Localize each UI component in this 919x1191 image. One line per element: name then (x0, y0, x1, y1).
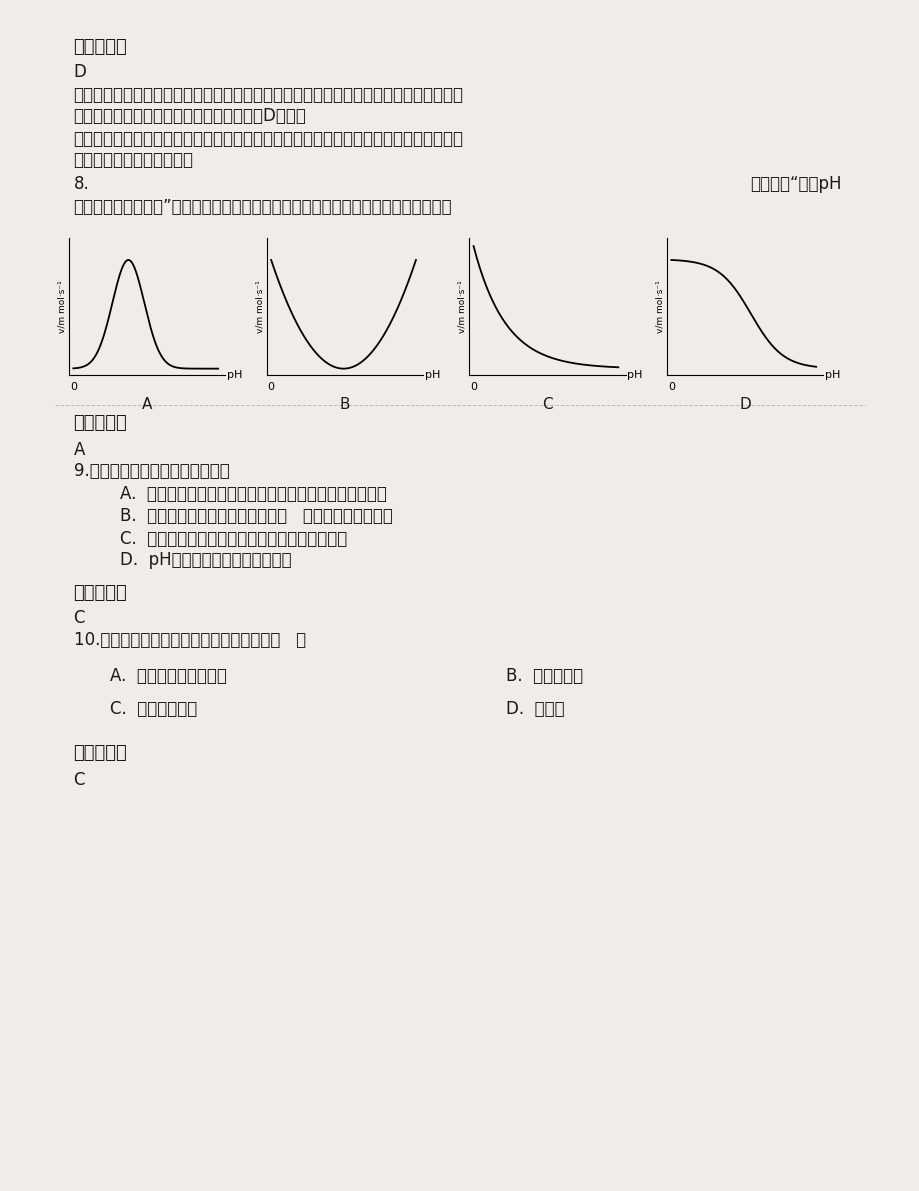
Text: C: C (74, 609, 85, 626)
Text: 9.关于内环境稳态的理解正确的是: 9.关于内环境稳态的理解正确的是 (74, 462, 229, 480)
Text: pH: pH (824, 370, 839, 380)
Text: 参考答案：: 参考答案： (74, 38, 127, 56)
Text: D: D (74, 63, 86, 81)
Y-axis label: v/m mol·s⁻¹: v/m mol·s⁻¹ (255, 280, 264, 333)
Text: C: C (74, 771, 85, 788)
Y-axis label: v/m mol·s⁻¹: v/m mol·s⁻¹ (457, 280, 466, 333)
Text: C: C (541, 397, 552, 412)
Text: B.  只有含氧量在血液中保持稳定，   葡萄糖才能提供能量: B. 只有含氧量在血液中保持稳定， 葡萄糖才能提供能量 (119, 507, 392, 525)
Text: 并把杂种细胞培育成新的植物体的技术，故D正确。: 并把杂种细胞培育成新的植物体的技术，故D正确。 (74, 107, 306, 125)
Text: 0: 0 (470, 381, 477, 392)
Text: B.  滲透压下降: B. 滲透压下降 (505, 667, 583, 685)
Text: 参考答案：: 参考答案： (74, 584, 127, 601)
Text: C.  细胞代谢紊乱: C. 细胞代谢紊乱 (110, 700, 198, 718)
Text: A.  只有血糖含量稳定，葡萄糖才能持续氧化分解提供能量: A. 只有血糖含量稳定，葡萄糖才能持续氧化分解提供能量 (119, 485, 386, 503)
Text: 参考答案：: 参考答案： (74, 744, 127, 762)
Text: 小杨完成“探究pH: 小杨完成“探究pH (749, 175, 840, 193)
Text: pH: pH (627, 370, 641, 380)
Text: 0: 0 (667, 381, 675, 392)
Text: 试题分析：植物体细胞杂交是指将不同种的植物体细胞，在一定条件下融合成杂种细胞，: 试题分析：植物体细胞杂交是指将不同种的植物体细胞，在一定条件下融合成杂种细胞， (74, 86, 463, 104)
Text: 0: 0 (267, 381, 275, 392)
Text: A.  酵促反应的速率加快: A. 酵促反应的速率加快 (110, 667, 227, 685)
Text: 8.: 8. (74, 175, 89, 193)
Text: A: A (74, 441, 85, 459)
Text: C.  温度通过影响酵的活性而成为影响稳态的因素: C. 温度通过影响酵的活性而成为影响稳态的因素 (119, 530, 346, 548)
Text: 10.当内环境的稳态遇到破坏时，必将引起（   ）: 10.当内环境的稳态遇到破坏时，必将引起（ ） (74, 631, 305, 649)
Y-axis label: v/m mol·s⁻¹: v/m mol·s⁻¹ (57, 280, 66, 333)
Y-axis label: v/m mol·s⁻¹: v/m mol·s⁻¹ (654, 280, 664, 333)
Text: pH: pH (425, 370, 439, 380)
Text: D.  糖尿病: D. 糖尿病 (505, 700, 564, 718)
Text: B: B (339, 397, 350, 412)
Text: A: A (142, 397, 153, 412)
Text: D.  pH主要影响细胞外液的渗透压: D. pH主要影响细胞外液的渗透压 (119, 551, 291, 569)
Text: D: D (739, 397, 750, 412)
Text: 对胰蛋白酶活性影响”实验后，绘制了结果曲线图。根据酵相关知识判断，最可能的是: 对胰蛋白酶活性影响”实验后，绘制了结果曲线图。根据酵相关知识判断，最可能的是 (74, 198, 452, 216)
Text: pH: pH (227, 370, 242, 380)
Text: 考点：本题主要考查植物体细胞杂交的概念，意在考查考生能理解所学知识的要点，把握: 考点：本题主要考查植物体细胞杂交的概念，意在考查考生能理解所学知识的要点，把握 (74, 130, 463, 148)
Text: 知识间的内在联系的能力。: 知识间的内在联系的能力。 (74, 151, 193, 169)
Text: 0: 0 (70, 381, 77, 392)
Text: 参考答案：: 参考答案： (74, 414, 127, 432)
